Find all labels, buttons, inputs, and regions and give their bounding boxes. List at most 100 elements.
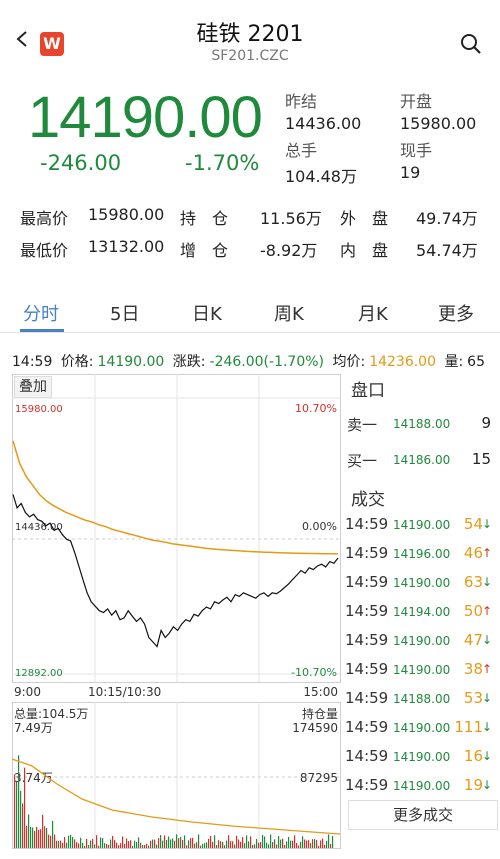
volume-bar bbox=[134, 840, 136, 848]
vol-mid-label: 3.74万 bbox=[14, 771, 53, 785]
trade-time: 14:59 bbox=[345, 602, 389, 620]
volume-bar bbox=[312, 839, 314, 848]
trade-price: 14190.00 bbox=[393, 779, 451, 793]
tab-intraday[interactable]: 分时 bbox=[23, 304, 59, 325]
volume-bar bbox=[244, 843, 246, 848]
volume-bar bbox=[266, 842, 268, 848]
inner-label: 内 盘 bbox=[340, 241, 389, 260]
trade-time: 14:59 bbox=[345, 747, 389, 765]
volume-bar bbox=[202, 843, 204, 848]
volume-bar bbox=[80, 837, 82, 848]
volume-bar bbox=[272, 841, 274, 848]
bottom-pct-label: -10.70% bbox=[291, 666, 337, 679]
tab-month-k[interactable]: 月K bbox=[358, 304, 388, 325]
intraday-chart[interactable]: 15980.00 14436.00 12892.00 10.70% 0.00% … bbox=[12, 374, 342, 852]
volume-bar bbox=[122, 836, 124, 848]
volume-bar bbox=[260, 842, 262, 848]
back-arrow-icon[interactable] bbox=[14, 30, 32, 48]
volume-bar bbox=[294, 835, 296, 848]
bid-price: 14186.00 bbox=[393, 453, 451, 467]
volume-bar bbox=[138, 837, 140, 848]
volume-bar bbox=[166, 840, 168, 848]
ask-label: 卖一 bbox=[347, 416, 378, 434]
volume-bar bbox=[26, 825, 28, 848]
volume-bar bbox=[16, 781, 18, 848]
trade-row: 14:59 14194.00 50 ↑ bbox=[345, 602, 495, 630]
volume-bar bbox=[146, 843, 148, 848]
volume-bar bbox=[228, 835, 230, 848]
info-chg-label: 涨跌: bbox=[172, 354, 206, 370]
ask-price: 14188.00 bbox=[393, 417, 451, 431]
arrow-down-icon: ↓ bbox=[481, 691, 492, 705]
volume-bar bbox=[238, 839, 240, 848]
volume-bar bbox=[164, 835, 166, 848]
volume-bar bbox=[124, 844, 126, 848]
volume-bar bbox=[68, 835, 70, 848]
tab-day-k[interactable]: 日K bbox=[192, 304, 222, 325]
trade-qty: 47 bbox=[463, 631, 483, 649]
open-price: 开盘 15980.00 bbox=[400, 88, 476, 133]
volume-bar bbox=[112, 835, 114, 848]
arrow-up-icon: ↑ bbox=[481, 604, 492, 618]
volume-bar bbox=[104, 843, 106, 848]
trade-qty: 50 bbox=[463, 602, 483, 620]
info-vol-label: 量: bbox=[444, 354, 464, 370]
volume-bar bbox=[50, 835, 52, 848]
volume-bar bbox=[186, 845, 188, 848]
volume-bar bbox=[28, 814, 30, 848]
more-trades-button[interactable]: 更多成交 bbox=[348, 800, 498, 830]
trade-qty: 38 bbox=[463, 660, 483, 678]
volume-bar bbox=[20, 790, 22, 848]
bottom-price-label: 12892.00 bbox=[15, 668, 63, 679]
active-tab-indicator bbox=[20, 329, 64, 332]
volume-bar bbox=[78, 843, 80, 848]
tab-more[interactable]: 更多 bbox=[438, 304, 474, 325]
volume-bar bbox=[226, 840, 228, 848]
info-price: 14190.00 bbox=[97, 354, 165, 370]
trade-row: 14:59 14196.00 46 ↑ bbox=[345, 544, 495, 572]
volume-bar bbox=[212, 841, 214, 848]
trade-price: 14190.00 bbox=[393, 663, 451, 677]
search-icon[interactable] bbox=[460, 33, 482, 55]
volume-bar bbox=[236, 835, 238, 848]
trade-row: 14:59 14190.00 16 ↓ bbox=[345, 747, 495, 775]
tab-5day[interactable]: 5日 bbox=[110, 304, 140, 325]
bid-qty: 15 bbox=[471, 450, 491, 468]
trade-time: 14:59 bbox=[345, 515, 389, 533]
volume-bar bbox=[120, 843, 122, 848]
volume-bar bbox=[282, 838, 284, 848]
outer-label: 外 盘 bbox=[340, 209, 389, 228]
trade-time: 14:59 bbox=[345, 660, 389, 678]
volume-bar bbox=[288, 836, 290, 848]
volume-bar bbox=[114, 840, 116, 848]
volume-bar bbox=[126, 838, 128, 848]
arrow-down-icon: ↓ bbox=[481, 778, 492, 792]
volume-bar bbox=[98, 845, 100, 848]
volume-bar bbox=[206, 842, 208, 848]
app-logo-icon[interactable]: W bbox=[40, 32, 64, 56]
volume-value: 104.48万 bbox=[285, 167, 357, 186]
arrow-down-icon: ↓ bbox=[481, 517, 492, 531]
arrow-down-icon: ↓ bbox=[481, 749, 492, 763]
avg-price-line bbox=[12, 440, 339, 555]
volume-bar bbox=[34, 830, 36, 848]
volume-bar bbox=[88, 844, 90, 848]
inner-value: 54.74万 bbox=[416, 241, 478, 260]
overlay-button[interactable]: 叠加 bbox=[14, 376, 52, 398]
volume-bar bbox=[72, 837, 74, 848]
top-price-label: 15980.00 bbox=[15, 404, 63, 415]
trade-row: 14:59 14190.00 38 ↑ bbox=[345, 660, 495, 688]
volume-bar bbox=[148, 845, 150, 848]
volume-bar bbox=[296, 843, 298, 848]
trade-time: 14:59 bbox=[345, 631, 389, 649]
arrow-down-icon: ↓ bbox=[481, 720, 492, 734]
trade-price: 14190.00 bbox=[393, 576, 451, 590]
tab-week-k[interactable]: 周K bbox=[274, 304, 304, 325]
info-avg: 14236.00 bbox=[369, 354, 436, 370]
volume-bar bbox=[234, 844, 236, 848]
top-pct-label: 10.70% bbox=[295, 402, 337, 415]
volume-bar bbox=[254, 844, 256, 848]
volume-bar bbox=[290, 840, 292, 848]
trade-time: 14:59 bbox=[345, 573, 389, 591]
volume-bar bbox=[300, 841, 302, 848]
